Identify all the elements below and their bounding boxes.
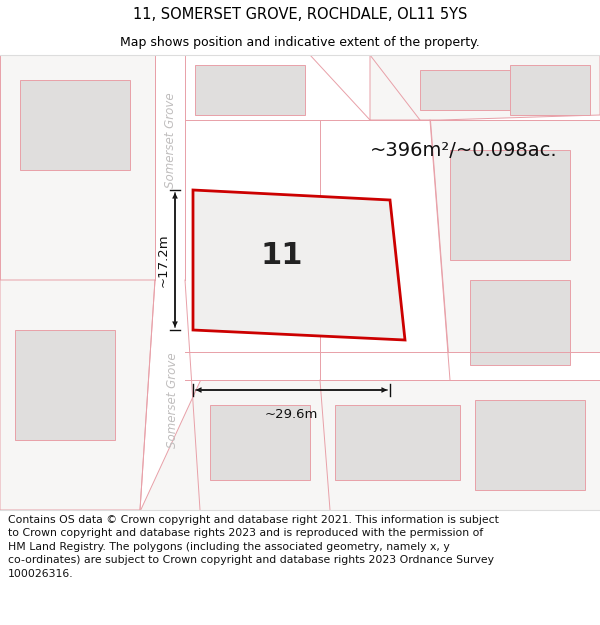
- Polygon shape: [193, 190, 405, 340]
- Text: Contains OS data © Crown copyright and database right 2021. This information is : Contains OS data © Crown copyright and d…: [8, 514, 499, 579]
- Polygon shape: [0, 280, 155, 510]
- Polygon shape: [430, 120, 600, 380]
- Text: ~29.6m: ~29.6m: [265, 408, 318, 421]
- Polygon shape: [370, 55, 600, 120]
- Bar: [335, 405, 460, 480]
- Text: 11: 11: [260, 241, 303, 269]
- Bar: [195, 65, 305, 115]
- Bar: [210, 405, 310, 480]
- Bar: [20, 80, 130, 170]
- Bar: [510, 65, 590, 115]
- Polygon shape: [185, 352, 600, 380]
- Bar: [470, 280, 570, 365]
- Polygon shape: [140, 380, 600, 510]
- Bar: [475, 400, 585, 490]
- Polygon shape: [140, 280, 200, 510]
- Text: ~396m²/~0.098ac.: ~396m²/~0.098ac.: [370, 141, 557, 159]
- Bar: [420, 70, 510, 110]
- Bar: [450, 150, 570, 260]
- Bar: [15, 330, 115, 440]
- Text: Somerset Grove: Somerset Grove: [167, 352, 179, 447]
- Text: Map shows position and indicative extent of the property.: Map shows position and indicative extent…: [120, 36, 480, 49]
- Text: 11, SOMERSET GROVE, ROCHDALE, OL11 5YS: 11, SOMERSET GROVE, ROCHDALE, OL11 5YS: [133, 8, 467, 22]
- Text: Somerset Grove: Somerset Grove: [163, 92, 176, 188]
- Polygon shape: [155, 55, 185, 280]
- Text: ~17.2m: ~17.2m: [157, 233, 170, 287]
- Polygon shape: [0, 55, 155, 280]
